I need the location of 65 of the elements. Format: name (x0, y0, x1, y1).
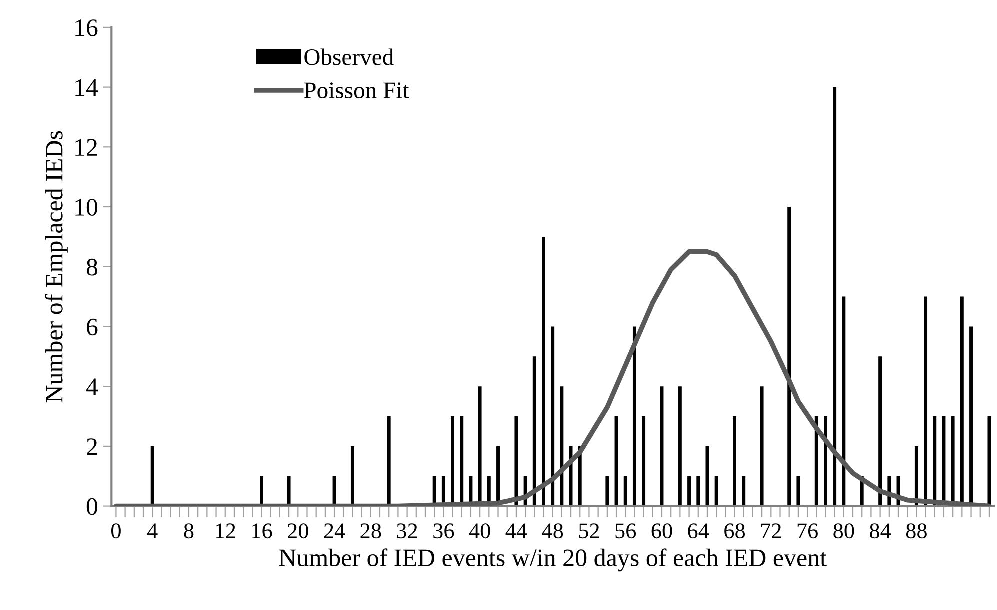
bar (642, 416, 646, 506)
bar (796, 476, 800, 506)
line-series (114, 249, 992, 506)
bar (532, 356, 536, 506)
x-tick-label: 12 (216, 524, 236, 538)
bar (988, 416, 992, 506)
bar (514, 416, 518, 506)
x-tick-label: 64 (688, 524, 710, 539)
bar (706, 446, 710, 506)
y-tick-label: 2 (87, 438, 98, 456)
x-tick-label: 32 (397, 524, 418, 539)
x-tick-label: 16 (252, 524, 272, 539)
bar (542, 236, 546, 506)
y-tick-label: 0 (86, 498, 98, 516)
x-tick-label: 56 (616, 524, 636, 539)
bar (824, 416, 828, 506)
bar (878, 356, 882, 506)
x-tick-label: 88 (906, 524, 927, 539)
x-tick-label: 20 (288, 524, 308, 539)
bar (624, 476, 628, 506)
x-tick-label: 72 (762, 524, 782, 538)
bar (560, 386, 564, 506)
y-tick-label: 10 (76, 199, 98, 216)
x-tick-label: 48 (542, 524, 564, 539)
y-tick-label: 6 (87, 318, 98, 336)
y-tick-label: 12 (76, 139, 98, 156)
bar (551, 326, 555, 506)
x-tick-label: 76 (798, 524, 818, 539)
bar (606, 476, 610, 506)
y-tick-label: 14 (76, 79, 98, 96)
bar (696, 476, 700, 506)
legend-label: Observed (304, 48, 394, 66)
x-tick-label: 36 (434, 524, 454, 539)
bar (842, 296, 846, 506)
x-tick-label: 28 (360, 524, 382, 539)
x-tick-label: 52 (579, 524, 600, 539)
x-tick-label: 4 (147, 524, 158, 538)
bar (788, 207, 792, 506)
x-tick-label: 68 (724, 524, 746, 539)
bar (688, 476, 692, 506)
y-axis-title: Number of Emplaced IEDs (44, 131, 68, 403)
x-axis-title: Number of IED events w/in 20 days of each IED event (279, 548, 827, 572)
x-tick-label: 0 (112, 524, 121, 539)
x-tick-label: 44 (506, 524, 528, 538)
bar (632, 326, 636, 506)
x-tick-label: 60 (652, 524, 672, 539)
bar (714, 476, 718, 506)
bar (924, 296, 928, 506)
x-tick-label: 80 (834, 524, 854, 539)
bar (760, 386, 764, 506)
bar (733, 416, 736, 506)
y-tick-label: 8 (86, 258, 98, 276)
legend-label: Poisson Fit (304, 82, 410, 99)
bar (814, 416, 818, 506)
y-tick-label: 16 (76, 20, 98, 36)
bar (833, 87, 837, 506)
x-tick-label: 40 (469, 524, 490, 539)
y-tick-label: 4 (86, 378, 98, 396)
bar (914, 446, 918, 506)
bar (742, 476, 746, 506)
bar (933, 416, 937, 506)
x-tick-label: 8 (184, 524, 194, 539)
bar (678, 386, 682, 506)
x-tick-label: 24 (324, 524, 346, 538)
x-tick-label: 84 (870, 524, 892, 539)
